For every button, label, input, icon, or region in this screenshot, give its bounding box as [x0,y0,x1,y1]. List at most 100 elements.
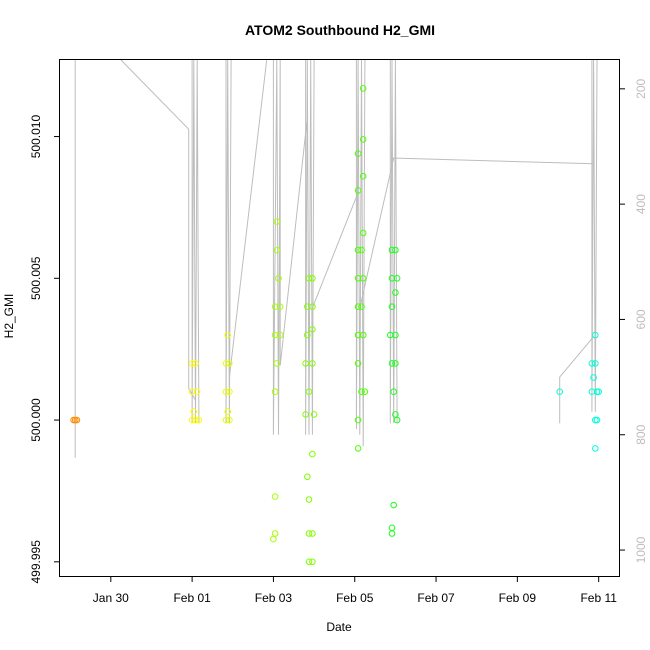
data-point [271,493,279,500]
y-tick-label: 499.995 [29,540,43,584]
data-point [309,275,316,282]
data-point [388,530,396,537]
y-tick-label: 500.010 [29,115,43,159]
data-point [592,331,599,339]
data-point [359,85,367,92]
pressure-profiles [74,59,598,458]
data-point [275,275,282,282]
pressure-profile-line [559,336,594,424]
data-point [387,331,394,339]
y2-tick-label: 800 [634,424,648,444]
data-point [390,388,398,396]
data-point [222,388,230,396]
data-point [354,331,362,339]
y-tick-label: 500.000 [29,398,43,442]
data-point [354,150,362,157]
data-point [271,331,279,339]
data-points [70,85,603,566]
data-point [359,331,367,339]
data-point [392,289,399,296]
data-point [592,445,599,452]
data-point [588,360,596,367]
y2-tick-label: 600 [634,309,648,329]
data-point [359,229,367,237]
y-tick-label: 500.005 [29,256,43,300]
data-point [305,530,313,537]
data-point [309,303,316,311]
x-tick-label: Feb 09 [499,591,537,605]
data-point [358,388,365,396]
pressure-profile-line [272,59,308,435]
data-point [222,360,230,367]
data-point [305,275,313,282]
data-point [305,388,313,396]
data-point [354,187,362,194]
data-point [273,218,281,225]
data-point [304,331,311,339]
data-point [354,246,362,254]
data-point [226,388,233,396]
pressure-profile-line [389,59,398,424]
pressure-profile-line [305,59,315,435]
x-axis: Jan 30 Feb 01 Feb 03 Feb 05 Feb 07 Feb 09 Feb … [93,576,617,605]
y-axis-label: H2_GMI [2,294,16,339]
chart-title: ATOM2 Southbound H2_GMI [245,22,435,38]
data-point [388,360,396,367]
data-point [354,360,362,367]
data-point [309,530,316,537]
data-point [393,416,401,424]
plot-frame [59,59,620,577]
data-point [271,388,279,396]
data-point [354,445,362,452]
data-point [309,450,316,458]
data-point [192,416,199,424]
data-point [188,360,196,367]
data-point [224,408,231,415]
data-point [359,275,367,282]
x-axis-label: Date [326,620,352,634]
data-point [273,246,281,254]
pressure-profile-line [311,192,359,309]
data-point [592,360,599,367]
data-point [224,331,231,339]
data-point [359,172,367,180]
data-point [271,303,279,311]
data-point [226,360,233,367]
y2-tick-label: 1000 [634,536,648,563]
data-point [590,374,597,381]
x-tick-label: Feb 05 [336,591,374,605]
data-point [354,275,362,282]
data-point [276,331,284,339]
data-point [388,246,396,254]
pressure-profile-line [191,59,200,424]
x-tick-label: Feb 01 [173,591,211,605]
data-point [273,360,281,367]
data-point [309,558,316,566]
data-point [309,360,316,367]
data-point [188,416,196,424]
data-point [388,303,396,311]
data-point [361,388,369,396]
data-point [304,303,311,311]
data-point [392,411,399,418]
y2-tick-label: 200 [634,78,648,98]
data-point [270,535,277,543]
pressure-profile-line [391,157,594,165]
data-point [305,558,313,566]
data-point [593,416,601,424]
data-point [190,408,198,415]
data-point [358,303,365,311]
data-point [390,501,398,509]
data-point [392,331,399,339]
pressure-profile-line [355,59,366,447]
data-point [354,416,362,424]
data-point [305,496,313,503]
right-pressure-axis: 200 400 600 800 1000 [619,78,648,563]
x-tick-label: Feb 07 [417,591,455,605]
data-point [276,303,284,311]
data-point [304,473,311,481]
pressure-profile-line [228,59,268,378]
y-axis: 499.995 500.000 500.005 500.010 [29,115,60,584]
